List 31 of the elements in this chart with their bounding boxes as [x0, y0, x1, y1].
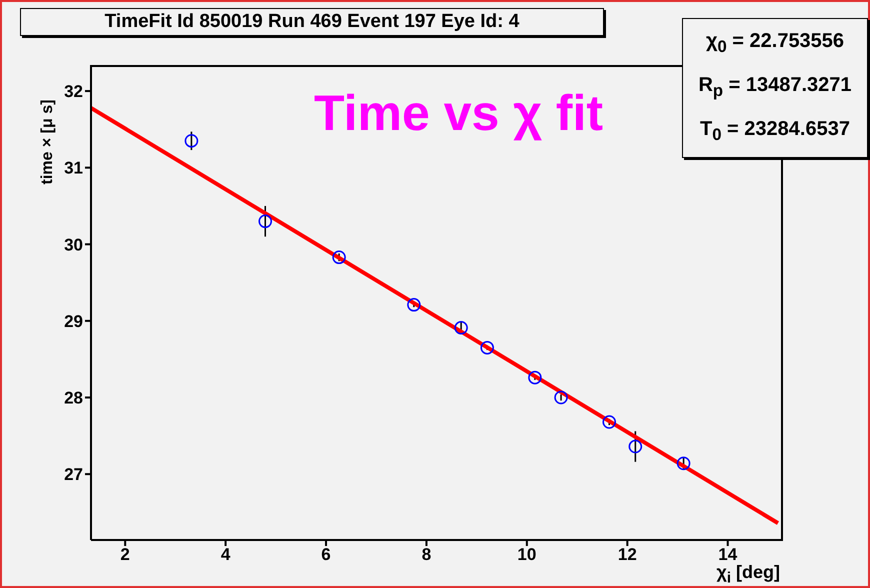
x-tick-label: 6 — [321, 545, 331, 564]
y-tick-label: 28 — [64, 388, 83, 408]
y-axis-title: time × [μ s] — [39, 100, 57, 184]
y-tick-label: 32 — [64, 82, 83, 102]
point — [332, 250, 346, 264]
annotation: T$_{0}$ = 23284.6537 — [699, 117, 851, 146]
x-tick-label: 12 — [618, 545, 637, 564]
x-tick-label: 8 — [422, 545, 432, 564]
y-tick-label: 27 — [64, 465, 83, 484]
point — [454, 321, 468, 335]
annotation: Time vs χ fit — [314, 84, 604, 142]
y-tick-label: 30 — [64, 235, 83, 254]
annotation: R$_{p}$ = 13487.3271 — [697, 73, 853, 102]
point — [184, 134, 198, 148]
point — [258, 214, 272, 228]
x-tick-label: 10 — [517, 545, 536, 564]
point — [676, 456, 690, 470]
x-tick-label: 2 — [120, 545, 130, 564]
x-axis-title: χ$_{i}$ [deg] — [716, 562, 780, 587]
point — [407, 298, 421, 312]
chart-title: TimeFit Id 850019 Run 469 Event 197 Eye Id: 4 — [20, 8, 604, 36]
point — [554, 390, 568, 404]
x-tick-label: 14 — [718, 545, 738, 564]
point — [602, 415, 616, 429]
x-tick-label: 4 — [220, 545, 231, 564]
text: χ$_{0}$ = 22.753556 — [704, 29, 846, 58]
y-tick-label: 29 — [64, 312, 83, 331]
point — [480, 340, 494, 354]
point — [628, 440, 642, 454]
point — [528, 370, 542, 384]
y-tick-label: 31 — [64, 158, 83, 178]
